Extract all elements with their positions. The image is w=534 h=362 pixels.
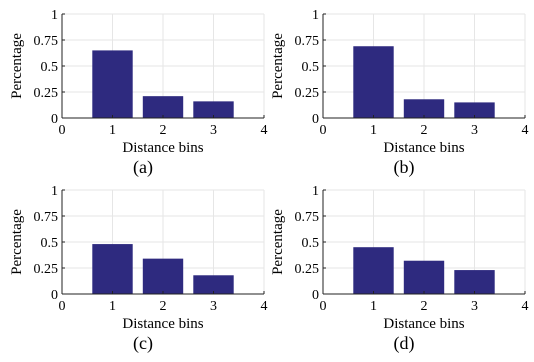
- x-tick-label: 2: [421, 299, 428, 314]
- y-tick-label: 0.5: [302, 60, 320, 75]
- bar: [454, 270, 495, 294]
- chart-panel: 0 1 2 3 4 0 0.25 0.5 0.75 1 Distance bins Percentag…: [9, 8, 268, 178]
- chart-panel: 0 1 2 3 4 0 0.25 0.5 0.75 1 Distance bins Percentag…: [270, 8, 529, 178]
- x-tick-label: 4: [261, 123, 268, 138]
- x-tick-label: 0: [59, 123, 66, 138]
- panel-label: (c): [133, 333, 153, 354]
- bar: [92, 50, 133, 118]
- bar: [403, 99, 445, 118]
- x-axis-title: Distance bins: [122, 316, 203, 332]
- y-tick-label: 0: [51, 288, 58, 303]
- y-tick-label: 1: [51, 8, 58, 23]
- x-tick-label: 1: [370, 299, 377, 314]
- bar: [353, 46, 394, 118]
- bar: [193, 275, 234, 294]
- y-tick-label: 1: [312, 184, 319, 199]
- x-tick-label: 0: [320, 299, 327, 314]
- bar: [92, 244, 133, 294]
- x-tick-label: 4: [522, 123, 529, 138]
- panel-label: (b): [394, 157, 415, 178]
- bar: [193, 101, 234, 118]
- y-tick-label: 1: [51, 184, 58, 199]
- x-tick-label: 4: [261, 299, 268, 314]
- bar: [353, 247, 394, 294]
- y-axis-title: Percentage: [270, 209, 286, 275]
- y-tick-label: 0.75: [295, 34, 320, 49]
- x-tick-label: 3: [210, 299, 217, 314]
- bar: [142, 258, 184, 294]
- panel-label: (d): [394, 333, 415, 354]
- y-tick-label: 0.25: [34, 86, 59, 101]
- x-tick-label: 3: [471, 123, 478, 138]
- bar: [454, 102, 495, 118]
- x-tick-label: 1: [109, 299, 116, 314]
- bar: [403, 260, 445, 294]
- x-tick-label: 1: [109, 123, 116, 138]
- x-tick-label: 3: [471, 299, 478, 314]
- y-tick-label: 0.5: [41, 60, 59, 75]
- x-tick-label: 4: [522, 299, 529, 314]
- x-tick-label: 3: [210, 123, 217, 138]
- y-axis-title: Percentage: [9, 209, 25, 275]
- y-tick-label: 0.25: [34, 262, 59, 277]
- x-tick-label: 0: [59, 299, 66, 314]
- y-tick-label: 0: [51, 112, 58, 127]
- x-axis-title: Distance bins: [122, 140, 203, 156]
- chart-panel: 0 1 2 3 4 0 0.25 0.5 0.75 1 Distance bins Percentag…: [9, 184, 268, 354]
- x-tick-label: 0: [320, 123, 327, 138]
- y-axis-title: Percentage: [270, 33, 286, 99]
- y-tick-label: 0.25: [295, 86, 320, 101]
- y-tick-label: 0.5: [41, 236, 59, 251]
- y-tick-label: 0.75: [34, 210, 59, 225]
- x-axis-title: Distance bins: [383, 140, 464, 156]
- panel-label: (a): [133, 157, 153, 178]
- y-tick-label: 0.5: [302, 236, 320, 251]
- chart-panel: 0 1 2 3 4 0 0.25 0.5 0.75 1 Distance bins Percentag…: [270, 184, 529, 354]
- y-tick-label: 0: [312, 112, 319, 127]
- x-tick-label: 2: [160, 123, 167, 138]
- x-axis-title: Distance bins: [383, 316, 464, 332]
- bar: [142, 96, 184, 118]
- x-tick-label: 2: [160, 299, 167, 314]
- y-tick-label: 0: [312, 288, 319, 303]
- y-tick-label: 0.75: [295, 210, 320, 225]
- y-tick-label: 0.25: [295, 262, 320, 277]
- y-tick-label: 1: [312, 8, 319, 23]
- x-tick-label: 2: [421, 123, 428, 138]
- y-axis-title: Percentage: [9, 33, 25, 99]
- x-tick-label: 1: [370, 123, 377, 138]
- y-tick-label: 0.75: [34, 34, 59, 49]
